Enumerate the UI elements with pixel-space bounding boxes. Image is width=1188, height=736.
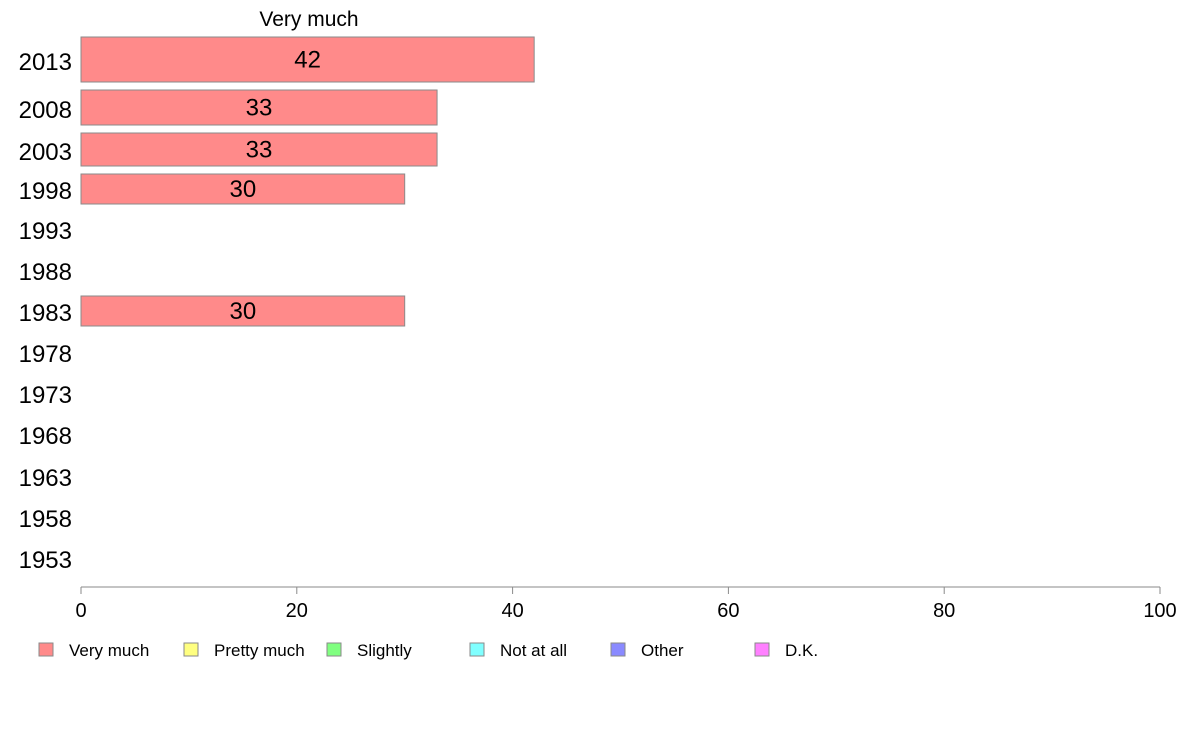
category-label-2008: 2008 [19,97,72,124]
legend-label-pretty-much: Pretty much [214,641,305,660]
category-label-1973: 1973 [19,382,72,409]
legend-label-other: Other [641,641,684,660]
data-label-2008: 33 [246,95,273,122]
bar-1983 [80,295,406,327]
data-label-1983: 30 [229,298,256,325]
category-label-1983: 1983 [19,300,72,327]
category-label-1958: 1958 [19,506,72,533]
legend-swatch-other [610,642,626,657]
x-tick-label-0: 0 [75,600,86,622]
category-label-1953: 1953 [19,547,72,574]
legend-swatch-slightly [326,642,342,657]
category-label-2003: 2003 [19,139,72,166]
x-tick-label-100: 100 [1143,600,1176,622]
legend-label-not-at-all: Not at all [500,641,567,660]
legend-label-slightly: Slightly [357,641,412,660]
x-tick-label-40: 40 [501,600,523,622]
bar-2003 [80,132,438,167]
category-label-1963: 1963 [19,465,72,492]
legend-swatch-d-k [754,642,770,657]
x-tick-label-80: 80 [933,600,955,622]
category-label-1993: 1993 [19,218,72,245]
legend-label-d-k: D.K. [785,641,818,660]
bar-2013 [80,36,535,83]
category-label-1998: 1998 [19,178,72,205]
bar-1998 [80,173,406,205]
legend-swatch-not-at-all [469,642,485,657]
legend-label-very-much: Very much [69,641,149,660]
category-label-1988: 1988 [19,259,72,286]
x-tick-label-60: 60 [717,600,739,622]
category-label-2013: 2013 [19,49,72,76]
data-label-2013: 42 [294,47,321,74]
series-title: Very much [259,8,358,31]
data-label-2003: 33 [246,137,273,164]
data-label-1998: 30 [229,176,256,203]
category-label-1968: 1968 [19,423,72,450]
category-label-1978: 1978 [19,341,72,368]
legend-swatch-very-much [38,642,54,657]
x-tick-label-20: 20 [286,600,308,622]
legend-swatch-pretty-much [183,642,199,657]
bar-2008 [80,89,438,126]
